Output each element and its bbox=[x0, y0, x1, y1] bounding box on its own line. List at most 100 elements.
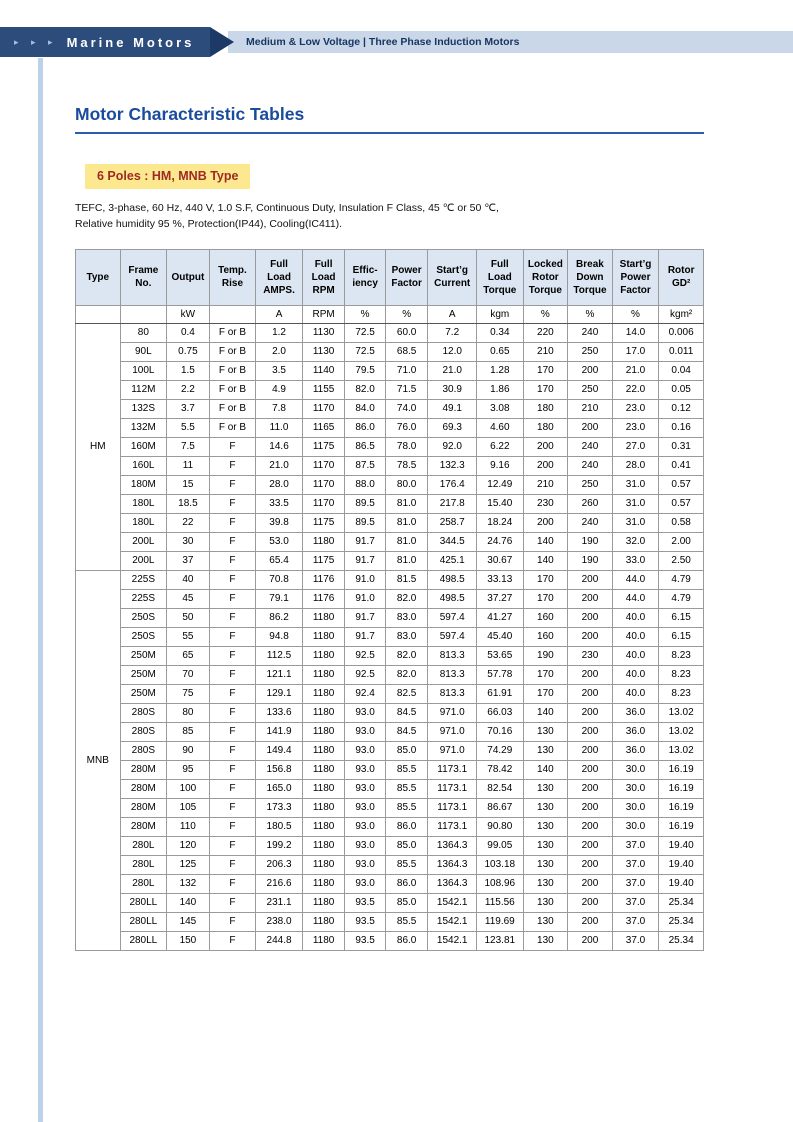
data-cell: 94.8 bbox=[255, 626, 303, 647]
data-cell: F bbox=[208, 626, 257, 647]
data-cell: F bbox=[208, 512, 257, 533]
data-cell: F bbox=[208, 797, 257, 818]
data-cell: F bbox=[208, 569, 257, 590]
table-row: 180L 18.5 F 33.5 1170 89.5 81.0 217.8 15.40 230 26… bbox=[76, 493, 704, 514]
data-cell: 0.4 bbox=[166, 322, 210, 343]
data-cell: 86.0 bbox=[384, 873, 429, 894]
table-row: HM 80 0.4 F or B 1.2 1130 72.5 60.0 7.2 0.34 220 24… bbox=[75, 322, 704, 571]
data-cell: 82.0 bbox=[384, 588, 429, 609]
column-header: Output bbox=[166, 248, 210, 306]
data-cell: 81.0 bbox=[384, 493, 429, 514]
data-cell: F or B bbox=[208, 360, 257, 381]
data-cell: 498.5 bbox=[427, 588, 478, 609]
data-cell: 200 bbox=[567, 759, 613, 780]
data-cell: 93.0 bbox=[344, 778, 386, 799]
data-cell: 86.5 bbox=[344, 436, 386, 457]
data-cell: 78.0 bbox=[384, 436, 429, 457]
table-row: 200L 30 F 53.0 1180 91.7 81.0 344.5 24.76 140 190 3… bbox=[76, 531, 704, 552]
data-cell: 160 bbox=[522, 607, 569, 628]
data-cell: 1173.1 bbox=[427, 778, 478, 799]
data-cell: 93.5 bbox=[344, 911, 386, 932]
data-cell: 280M bbox=[119, 759, 168, 780]
data-cell: 200 bbox=[567, 417, 613, 438]
data-cell: 1364.3 bbox=[427, 854, 478, 875]
data-cell: 70.8 bbox=[255, 569, 303, 590]
data-cell: 36.0 bbox=[611, 740, 660, 761]
data-cell: 93.5 bbox=[344, 892, 386, 913]
data-cell: 15.40 bbox=[476, 493, 524, 514]
data-cell: 25.34 bbox=[658, 892, 704, 913]
data-cell: 199.2 bbox=[255, 835, 303, 856]
data-cell: 90L bbox=[119, 341, 168, 362]
data-cell: 37.0 bbox=[611, 892, 660, 913]
table-row: 250M 65 F 112.5 1180 92.5 82.0 813.3 53.65 190 230… bbox=[76, 645, 704, 666]
data-cell: 1173.1 bbox=[427, 759, 478, 780]
data-cell: 425.1 bbox=[427, 550, 478, 571]
data-cell: 180 bbox=[522, 398, 569, 419]
data-cell: 44.0 bbox=[611, 588, 660, 609]
data-cell: 50 bbox=[166, 607, 210, 628]
data-cell: 81.0 bbox=[384, 550, 429, 571]
data-cell: 200 bbox=[567, 835, 613, 856]
table-row: 280M 110 F 180.5 1180 93.0 86.0 1173.1 90.80 130 2… bbox=[76, 816, 704, 837]
data-cell: 17.0 bbox=[611, 341, 660, 362]
data-cell: 41.27 bbox=[476, 607, 524, 628]
data-cell: 7.5 bbox=[166, 436, 210, 457]
data-cell: 30 bbox=[166, 531, 210, 552]
data-cell: 6.22 bbox=[476, 436, 524, 457]
data-cell: 160 bbox=[522, 626, 569, 647]
brand-title: Marine Motors bbox=[66, 34, 195, 50]
data-cell: 200 bbox=[567, 607, 613, 628]
data-cell: 1173.1 bbox=[427, 816, 478, 837]
data-cell: 1180 bbox=[301, 531, 346, 552]
data-cell: 130 bbox=[522, 835, 569, 856]
data-cell: 65.4 bbox=[255, 550, 303, 571]
column-header: Full Load RPM bbox=[301, 248, 346, 306]
data-cell: 210 bbox=[522, 341, 569, 362]
data-cell: 0.41 bbox=[658, 455, 704, 476]
data-cell: 40.0 bbox=[611, 645, 660, 666]
data-cell: 60.0 bbox=[384, 322, 429, 343]
data-cell: 1130 bbox=[301, 341, 346, 362]
table-row: 132S 3.7 F or B 7.8 1170 84.0 74.0 49.1 3.08 180 2… bbox=[76, 398, 704, 419]
table-body: HM 80 0.4 F or B 1.2 1130 72.5 60.0 7.2 0.34 220 24… bbox=[75, 322, 704, 951]
data-cell: 1180 bbox=[301, 683, 346, 704]
data-cell: 81.5 bbox=[384, 569, 429, 590]
data-cell: F bbox=[208, 873, 257, 894]
data-cell: 31.0 bbox=[611, 512, 660, 533]
data-cell: 0.65 bbox=[476, 341, 524, 362]
data-cell: 12.0 bbox=[427, 341, 478, 362]
table-row: 280L 120 F 199.2 1180 93.0 85.0 1364.3 99.05 130 2… bbox=[76, 835, 704, 856]
data-cell: 79.1 bbox=[255, 588, 303, 609]
data-cell: 33.13 bbox=[476, 569, 524, 590]
data-cell: F bbox=[208, 702, 257, 723]
data-cell: 75 bbox=[166, 683, 210, 704]
brand-bar: ▸ ▸ ▸ Marine Motors bbox=[0, 27, 210, 57]
data-cell: 108.96 bbox=[476, 873, 524, 894]
data-cell: 200 bbox=[567, 721, 613, 742]
data-cell: 71.0 bbox=[384, 360, 429, 381]
data-cell: 30.67 bbox=[476, 550, 524, 571]
table-head: Type Frame No. Output Temp. Rise Full Load A… bbox=[75, 248, 704, 324]
data-cell: 36.0 bbox=[611, 721, 660, 742]
data-cell: 37.0 bbox=[611, 911, 660, 932]
header-row: Type Frame No. Output Temp. Rise Full Load A… bbox=[75, 248, 704, 306]
column-header: Locked Rotor Torque bbox=[522, 248, 569, 306]
data-cell: 0.04 bbox=[658, 360, 704, 381]
category-label: Medium & Low Voltage | Three Phase Induc… bbox=[246, 36, 520, 48]
table-row: 280M 95 F 156.8 1180 93.0 85.5 1173.1 78.42 140 20… bbox=[76, 759, 704, 780]
data-cell: 99.05 bbox=[476, 835, 524, 856]
data-cell: 79.5 bbox=[344, 360, 386, 381]
data-cell: 813.3 bbox=[427, 683, 478, 704]
data-cell: 170 bbox=[522, 569, 569, 590]
data-cell: 70 bbox=[166, 664, 210, 685]
data-cell: 250 bbox=[567, 341, 613, 362]
data-cell: 1180 bbox=[301, 873, 346, 894]
data-cell: F bbox=[208, 455, 257, 476]
table-row: 280L 125 F 206.3 1180 93.0 85.5 1364.3 103.18 130… bbox=[76, 854, 704, 875]
data-cell: 85.5 bbox=[384, 911, 429, 932]
data-cell: 238.0 bbox=[255, 911, 303, 932]
data-cell: 30.0 bbox=[611, 759, 660, 780]
data-cell: 37.27 bbox=[476, 588, 524, 609]
